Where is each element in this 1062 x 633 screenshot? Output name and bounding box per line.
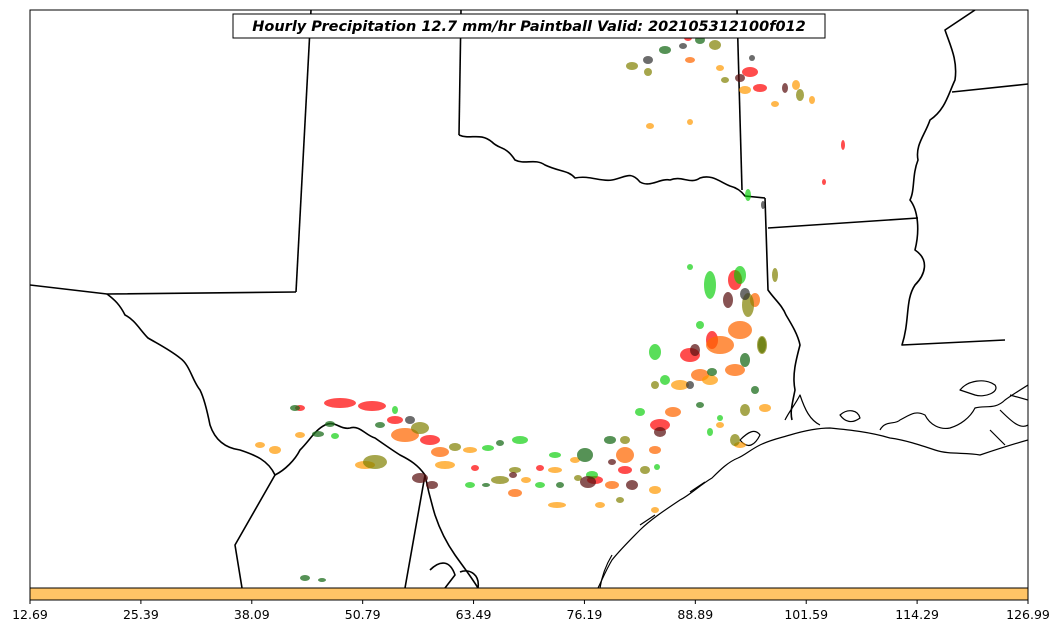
sw-la-lakes [839,410,861,423]
paintball-member-olive [363,40,804,503]
colorbar-fill [29,587,1029,601]
mexico-state-line-3 [429,562,456,588]
colorbar-tick-label: 25.39 [123,607,159,622]
paintball-member-maroon [412,74,788,490]
barrier-islands [599,481,706,588]
paintball-member-orange [391,57,760,497]
tx-coast [597,427,1028,588]
colorbar-tick-label: 63.49 [456,607,492,622]
la-coast-bays [879,384,1028,431]
mississippi-river [901,10,1006,346]
map-title: Hourly Precipitation 12.7 mm/hr Paintbal… [252,19,806,35]
map-area [30,10,1028,588]
colorbar-tick-label: 101.59 [784,607,828,622]
mexico-state-line-2 [404,474,426,588]
sabine-lake [784,394,821,426]
galveston-bay [739,430,761,447]
colorbar-ticks: 12.69 25.39 38.09 50.79 63.49 76.19 88.89 101.5… [12,600,1050,622]
tx-west-rio-grande [106,293,479,588]
colorbar-tick-label: 50.79 [345,607,381,622]
colorbar: 12.69 25.39 38.09 50.79 63.49 76.19 88.89 101.5… [12,587,1050,622]
red-river-border [458,134,766,199]
colorbar-tick-label: 114.29 [895,607,939,622]
tx-la-border [764,197,801,421]
mexico-state-line-1 [234,474,276,588]
title-box: Hourly Precipitation 12.7 mm/hr Paintbal… [232,13,826,39]
paintball-member-bright-green [331,189,751,488]
mexico-state-line-4 [459,570,480,588]
ar-la-border [767,217,919,229]
delta-fragments [989,394,1028,446]
lake-pontchartrain [959,380,997,397]
colorbar-tick-label: 12.69 [12,607,48,622]
nm-tx-border-north [295,10,312,293]
paintball-member-gray [405,43,765,424]
colorbar-tick-label: 76.19 [567,607,603,622]
precipitation-paintballs [255,35,845,582]
boundary-lines [30,10,1028,588]
colorbar-tick-label: 126.99 [1006,607,1050,622]
gulf-coastline [597,380,1028,588]
ok-ar-border [736,10,743,191]
colorbar-tick-label: 38.09 [234,607,270,622]
ms-al-line [951,83,1028,93]
colorbar-tick-label: 88.89 [677,607,713,622]
